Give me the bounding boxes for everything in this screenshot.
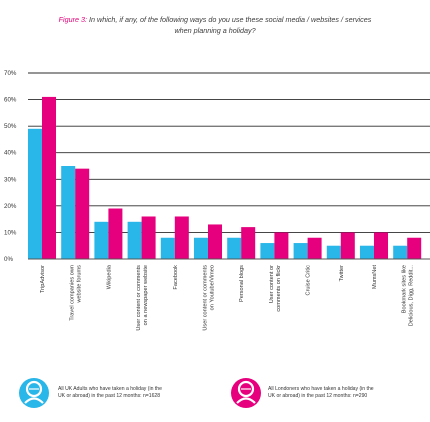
legend-uk-line-1: All UK Adults who have taken a holiday (… (58, 386, 162, 392)
legend-london-line-1: All Londoners who have taken a holiday (… (268, 386, 374, 392)
x-tick-label: Facebook (173, 265, 179, 290)
person-icon (19, 378, 49, 408)
bars (28, 96, 422, 260)
x-tick-label: on Youtube/Vimeo (210, 265, 216, 310)
y-tick-label: 70% (4, 70, 17, 77)
x-tick-label: Delicious, Digg, Reddit... (409, 265, 415, 327)
x-tick-label: Travel companies own (70, 265, 76, 321)
x-tick-label: website forums (77, 265, 83, 304)
x-tick-label: MumsNet (372, 265, 378, 289)
y-tick-label: 60% (4, 97, 17, 104)
legend-uk-line-2: UK or abroad) in the past 12 months: n=1… (58, 393, 161, 399)
bar-london (407, 237, 422, 259)
y-tick-label: 40% (4, 150, 17, 157)
bar-london (42, 96, 56, 260)
bar-london (208, 224, 222, 259)
bar-uk (260, 243, 275, 259)
bar-london (174, 216, 189, 259)
title-line-2: when planning a holiday? (174, 26, 256, 35)
y-tick-label: 0% (4, 256, 13, 263)
bar-uk (28, 128, 42, 259)
bar-uk (360, 245, 374, 259)
bar-london (241, 227, 256, 259)
chart-title: Figure 3: In which, if any, of the follo… (0, 14, 430, 36)
bar-london (108, 208, 123, 259)
bar-uk (94, 221, 109, 259)
bar-london (274, 232, 289, 259)
title-line-1: In which, if any, of the following ways … (89, 15, 372, 24)
x-tick-label: Bookmark sites like (402, 265, 408, 313)
legend-london-line-2: UK or abroad) in the past 12 months: n=2… (268, 393, 368, 399)
bar-london (340, 232, 355, 259)
x-tick-label: TripAdvisor (40, 265, 46, 293)
x-tick-label: Twitter (339, 265, 345, 282)
bar-london (307, 237, 322, 259)
bar-uk (194, 237, 208, 259)
x-tick-label: comments on flickr (276, 265, 282, 312)
bar-uk (293, 243, 308, 259)
x-tick-label: Wikipedia (106, 264, 112, 289)
x-tick-label: on a newspaper website (143, 265, 149, 325)
y-tick-label: 50% (4, 123, 17, 130)
y-tick-label: 10% (4, 229, 17, 236)
bar-uk (61, 166, 76, 259)
figure-number: Figure 3: (58, 15, 88, 24)
x-tick-label: Personal blogs (239, 265, 245, 302)
bar-london (141, 216, 156, 259)
bar-uk (326, 245, 341, 259)
bar-uk (393, 245, 408, 259)
y-axis-ticks: 0% 10% 20% 30% 40% 50% 60% 70% (4, 70, 17, 263)
bar-london (75, 168, 90, 259)
bar-london (374, 232, 388, 259)
bar-uk (160, 237, 175, 259)
x-tick-label: Cruise Critic (306, 265, 312, 296)
bar-uk (227, 237, 242, 259)
x-axis-labels: TripAdvisor Travel companies own website f… (40, 264, 415, 330)
x-tick-label: User content or comments (136, 265, 142, 331)
person-icon (231, 378, 261, 408)
bar-uk (127, 221, 142, 259)
y-tick-label: 20% (4, 203, 17, 210)
x-tick-label: User content or (269, 265, 275, 303)
x-tick-label: User content or comments (203, 265, 209, 331)
y-tick-label: 30% (4, 176, 17, 183)
